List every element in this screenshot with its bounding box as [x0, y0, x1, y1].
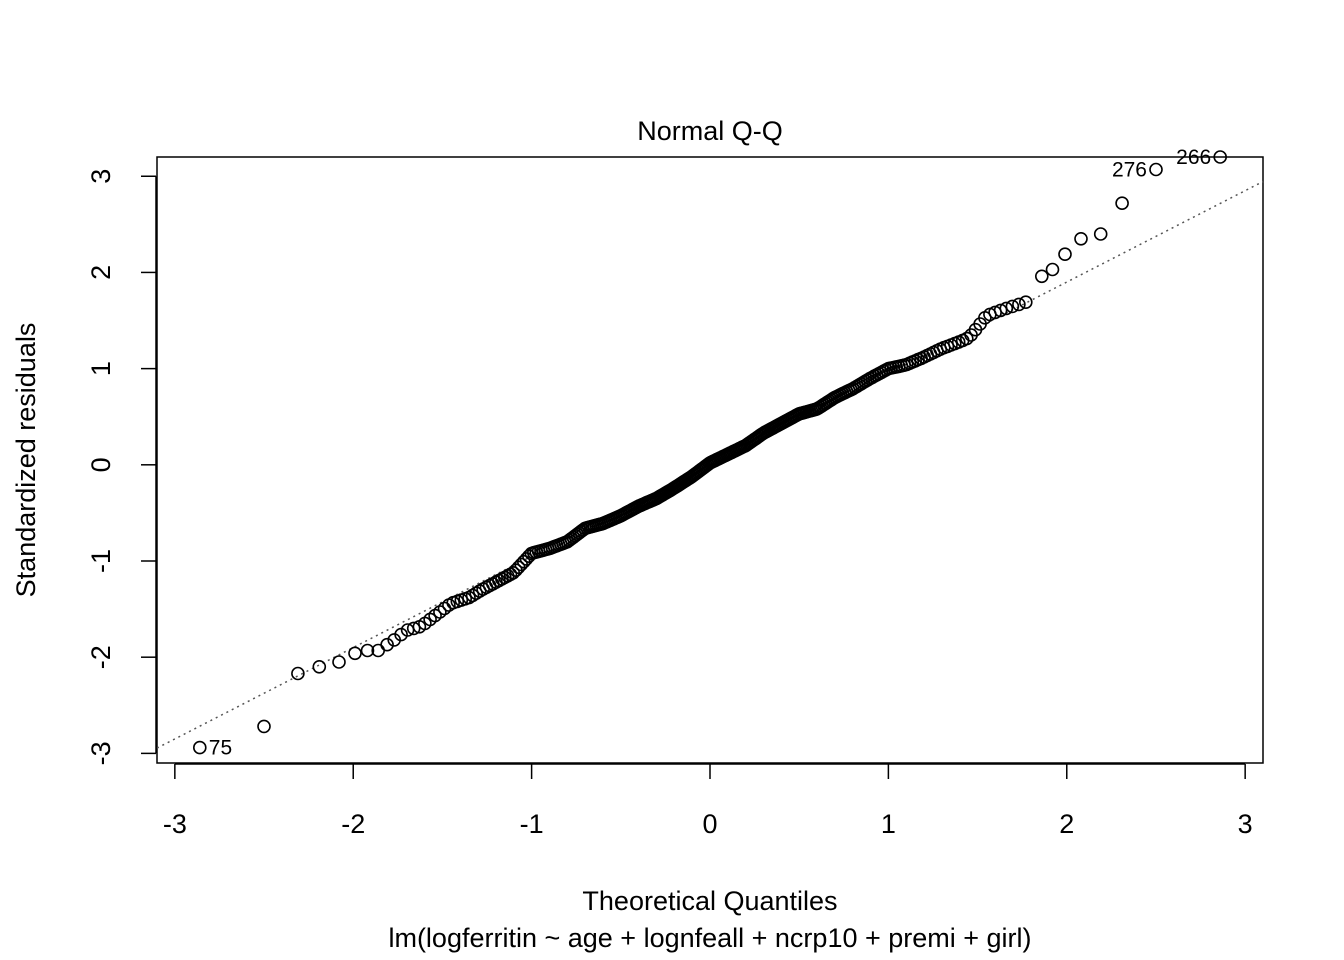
x-tick-label: 3 — [1238, 809, 1253, 839]
x-axis-label: Theoretical Quantiles — [582, 886, 837, 916]
data-point — [1074, 232, 1088, 246]
data-point — [1115, 196, 1129, 210]
data-point — [193, 740, 207, 755]
y-axis: -3 -2 -1 0 1 2 3 — [86, 169, 157, 765]
data-point — [1213, 150, 1227, 164]
point-label: 266 — [1176, 146, 1211, 169]
y-tick-label: -1 — [86, 549, 116, 573]
x-tick-label: 1 — [881, 809, 896, 839]
data-point — [257, 719, 271, 734]
x-tick-label: 2 — [1059, 809, 1074, 839]
data-points — [193, 150, 1227, 755]
data-point — [1019, 295, 1033, 310]
data-point — [959, 331, 974, 346]
x-tick-label: -1 — [520, 809, 544, 839]
data-point — [1012, 297, 1026, 312]
data-point — [993, 303, 1008, 318]
data-point — [1035, 269, 1049, 284]
point-label: 75 — [209, 737, 232, 760]
data-point — [1149, 162, 1163, 177]
data-point — [360, 643, 375, 658]
x-tick-label: -3 — [163, 809, 187, 839]
data-point — [348, 646, 362, 661]
y-tick-label: -2 — [86, 645, 116, 669]
y-tick-label: 0 — [86, 457, 116, 472]
data-point — [1058, 247, 1072, 261]
x-axis-sublabel: lm(logferritin ~ age + lognfeall + ncrp1… — [388, 923, 1031, 953]
data-point — [999, 301, 1014, 316]
x-tick-label: 0 — [702, 809, 717, 839]
x-tick-label: -2 — [341, 809, 365, 839]
point-label: 276 — [1112, 159, 1147, 182]
y-tick-label: 1 — [86, 361, 116, 376]
data-point — [312, 659, 327, 674]
chart-title: Normal Q-Q — [637, 116, 783, 146]
data-point — [406, 621, 421, 636]
y-axis-label: Standardized residuals — [11, 323, 41, 598]
data-point — [332, 655, 346, 669]
y-tick-label: -3 — [86, 741, 116, 765]
y-tick-label: 2 — [86, 265, 116, 280]
data-point — [1045, 262, 1060, 277]
data-point — [1093, 227, 1108, 241]
data-point — [291, 666, 305, 681]
data-point — [1005, 299, 1020, 314]
y-tick-label: 3 — [86, 169, 116, 184]
data-point — [380, 637, 394, 652]
point-annotations: 266 276 75 — [209, 146, 1211, 760]
plot-frame — [156, 156, 1264, 764]
x-axis: -3 -2 -1 0 1 2 3 — [163, 763, 1253, 839]
